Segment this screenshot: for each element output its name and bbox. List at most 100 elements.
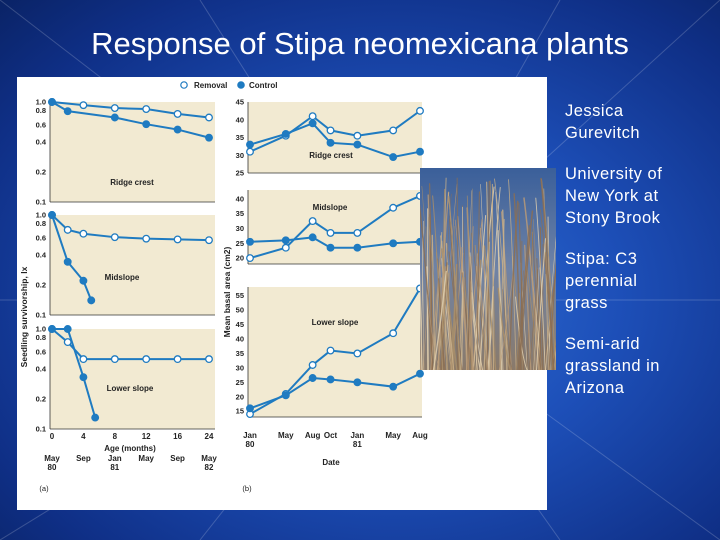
panel-b-2-y-tick-1: 35 [236, 209, 244, 218]
grass-blade [420, 267, 423, 370]
panel-b-2-removal-point-3 [326, 228, 335, 237]
panel-b-2-control-point-5 [389, 239, 398, 248]
panel-a-1-y-tick-3: 0.4 [36, 137, 47, 146]
panel-a-2-control-point-2 [79, 276, 88, 285]
panel-a-2-y-tick-0: 1.0 [36, 211, 46, 220]
panel-b-1-control-point-3 [326, 138, 335, 147]
panel-a-3-y-tick-4: 0.2 [36, 394, 46, 403]
panel-a-1-control-point-1 [63, 107, 72, 116]
panel-b-1-y-tick-0: 45 [236, 98, 244, 107]
panel-a-3-y-tick-2: 0.6 [36, 348, 46, 357]
panel-b-1-removal-point-5 [389, 126, 398, 135]
panel-a-3-y-tick-3: 0.4 [36, 364, 47, 373]
panel-a-x-tick-0: 0 [50, 432, 55, 441]
grass-blade [516, 270, 524, 370]
panel-a-date-tick-4: Sep [170, 454, 185, 463]
panel-a-1-control-point-2 [110, 113, 119, 122]
panel-b-2-y-tick-3: 25 [236, 239, 244, 248]
panel-b-x-label: Date [322, 458, 340, 467]
grass-blade [469, 252, 478, 370]
panel-a-2-y-tick-2: 0.6 [36, 234, 46, 243]
panel-a-1-removal-line [51, 101, 210, 119]
panel-a-3-control-point-0 [48, 325, 56, 333]
panel-b-2-removal-point-1 [281, 243, 290, 252]
grass-blade [476, 191, 480, 370]
panel-b-x-tick-4: Jan 81 [350, 431, 364, 449]
panel-b-3-control-point-4 [353, 378, 362, 387]
panel-b-1-removal-point-3 [326, 126, 335, 135]
panel-a-1-y-tick-2: 0.6 [36, 121, 46, 130]
panel-a-3-control-line [52, 328, 97, 418]
grass-blade [518, 202, 524, 370]
panel-b-1-control-point-4 [353, 140, 362, 149]
panel-b-3-removal-point-4 [353, 349, 362, 358]
grass-blade [438, 278, 446, 370]
grass-blade [518, 210, 534, 370]
panel-a-2-control-point-3 [87, 296, 96, 305]
grass-blade [502, 289, 513, 370]
grass-blade [540, 209, 555, 370]
grass-blade [448, 196, 461, 370]
legend-control-label: Control [249, 81, 277, 90]
note-species: Stipa: C3 perennial grass [565, 250, 638, 312]
grass-blade [441, 248, 458, 370]
panel-b-3-y-tick-8: 15 [236, 407, 244, 416]
grass-blade [508, 200, 519, 370]
grass-blade [508, 179, 517, 370]
panel-b-3-control-point-5 [389, 382, 398, 391]
grass-blade [554, 345, 556, 370]
panel-a-3-removal-point-2 [79, 355, 88, 364]
panel-b-1-control-point-5 [389, 153, 398, 161]
panel-b-1-label: Ridge crest [309, 151, 353, 160]
panel-b-letter: (b) [242, 484, 252, 493]
panel-a-2-control-point-0 [48, 211, 56, 219]
panel-a-3-control-point-2 [79, 373, 88, 382]
panel-a-2-removal-point-6 [205, 236, 213, 245]
grass-blade [535, 197, 546, 370]
panel-a-x-tick-1: 4 [81, 432, 86, 441]
panel-a-2-removal-point-1 [63, 225, 72, 234]
grass-blade [460, 291, 465, 370]
panel-b-x-tick-1: May [278, 431, 294, 440]
panel-b-y-label: Mean basal area (cm2) [222, 246, 232, 337]
panel-b-2-control-point-2 [308, 233, 317, 242]
grass-blade [479, 228, 493, 370]
panel-a-date-tick-5: May 82 [201, 454, 217, 472]
panel-b-3-control-point-6 [416, 369, 424, 378]
panel-a-1-y-tick-5: 0.1 [36, 198, 46, 207]
grass-blade [526, 229, 534, 370]
grass-blade [497, 287, 511, 370]
panel-b-1-removal-point-6 [416, 106, 424, 115]
panel-a-date-tick-1: Sep [76, 454, 91, 463]
panel-a-2-y-tick-3: 0.4 [36, 250, 47, 259]
grass-blade [465, 190, 473, 370]
panel-b-2-removal-point-0 [246, 254, 254, 263]
grass-blade [432, 270, 447, 370]
panel-b-3-y-tick-1: 50 [236, 306, 244, 315]
panel-a-3-removal-point-1 [63, 338, 72, 347]
panel-a-1-removal-point-5 [205, 113, 213, 122]
panel-a-1-label: Ridge crest [110, 178, 154, 187]
panel-a-3-y-tick-5: 0.1 [36, 425, 46, 434]
panel-a-2-control-line [51, 214, 93, 301]
slide-title: Response of Stipa neomexicana plants [91, 26, 629, 61]
grass-blade [535, 238, 546, 370]
panel-b-3-y-tick-6: 25 [236, 378, 244, 387]
panel-b-3-y-tick-3: 40 [236, 335, 244, 344]
panel-b-2-removal-point-2 [308, 217, 317, 226]
panel-b-2-y-tick-2: 30 [236, 224, 244, 233]
panel-b-3-y-tick-2: 45 [236, 320, 244, 329]
panel-b-2-removal-point-5 [389, 203, 398, 212]
panel-b-3-y-tick-4: 35 [236, 349, 244, 358]
grass-blade [483, 245, 497, 370]
grass-blade [548, 260, 556, 370]
panel-a-3-removal-point-5 [173, 355, 182, 364]
panel-a-y-label: Seedling survivorship, lx [19, 266, 29, 367]
panel-a-1-y-tick-1: 0.8 [36, 106, 46, 115]
grass-blade [420, 203, 434, 370]
panel-b-x-tick-5: May [385, 431, 401, 440]
panel-a-date-tick-2: Jan 81 [108, 454, 122, 472]
grass-blade [474, 244, 488, 370]
panel-a-2-removal-point-3 [110, 233, 119, 242]
panel-a-1-removal-point-4 [173, 109, 182, 118]
